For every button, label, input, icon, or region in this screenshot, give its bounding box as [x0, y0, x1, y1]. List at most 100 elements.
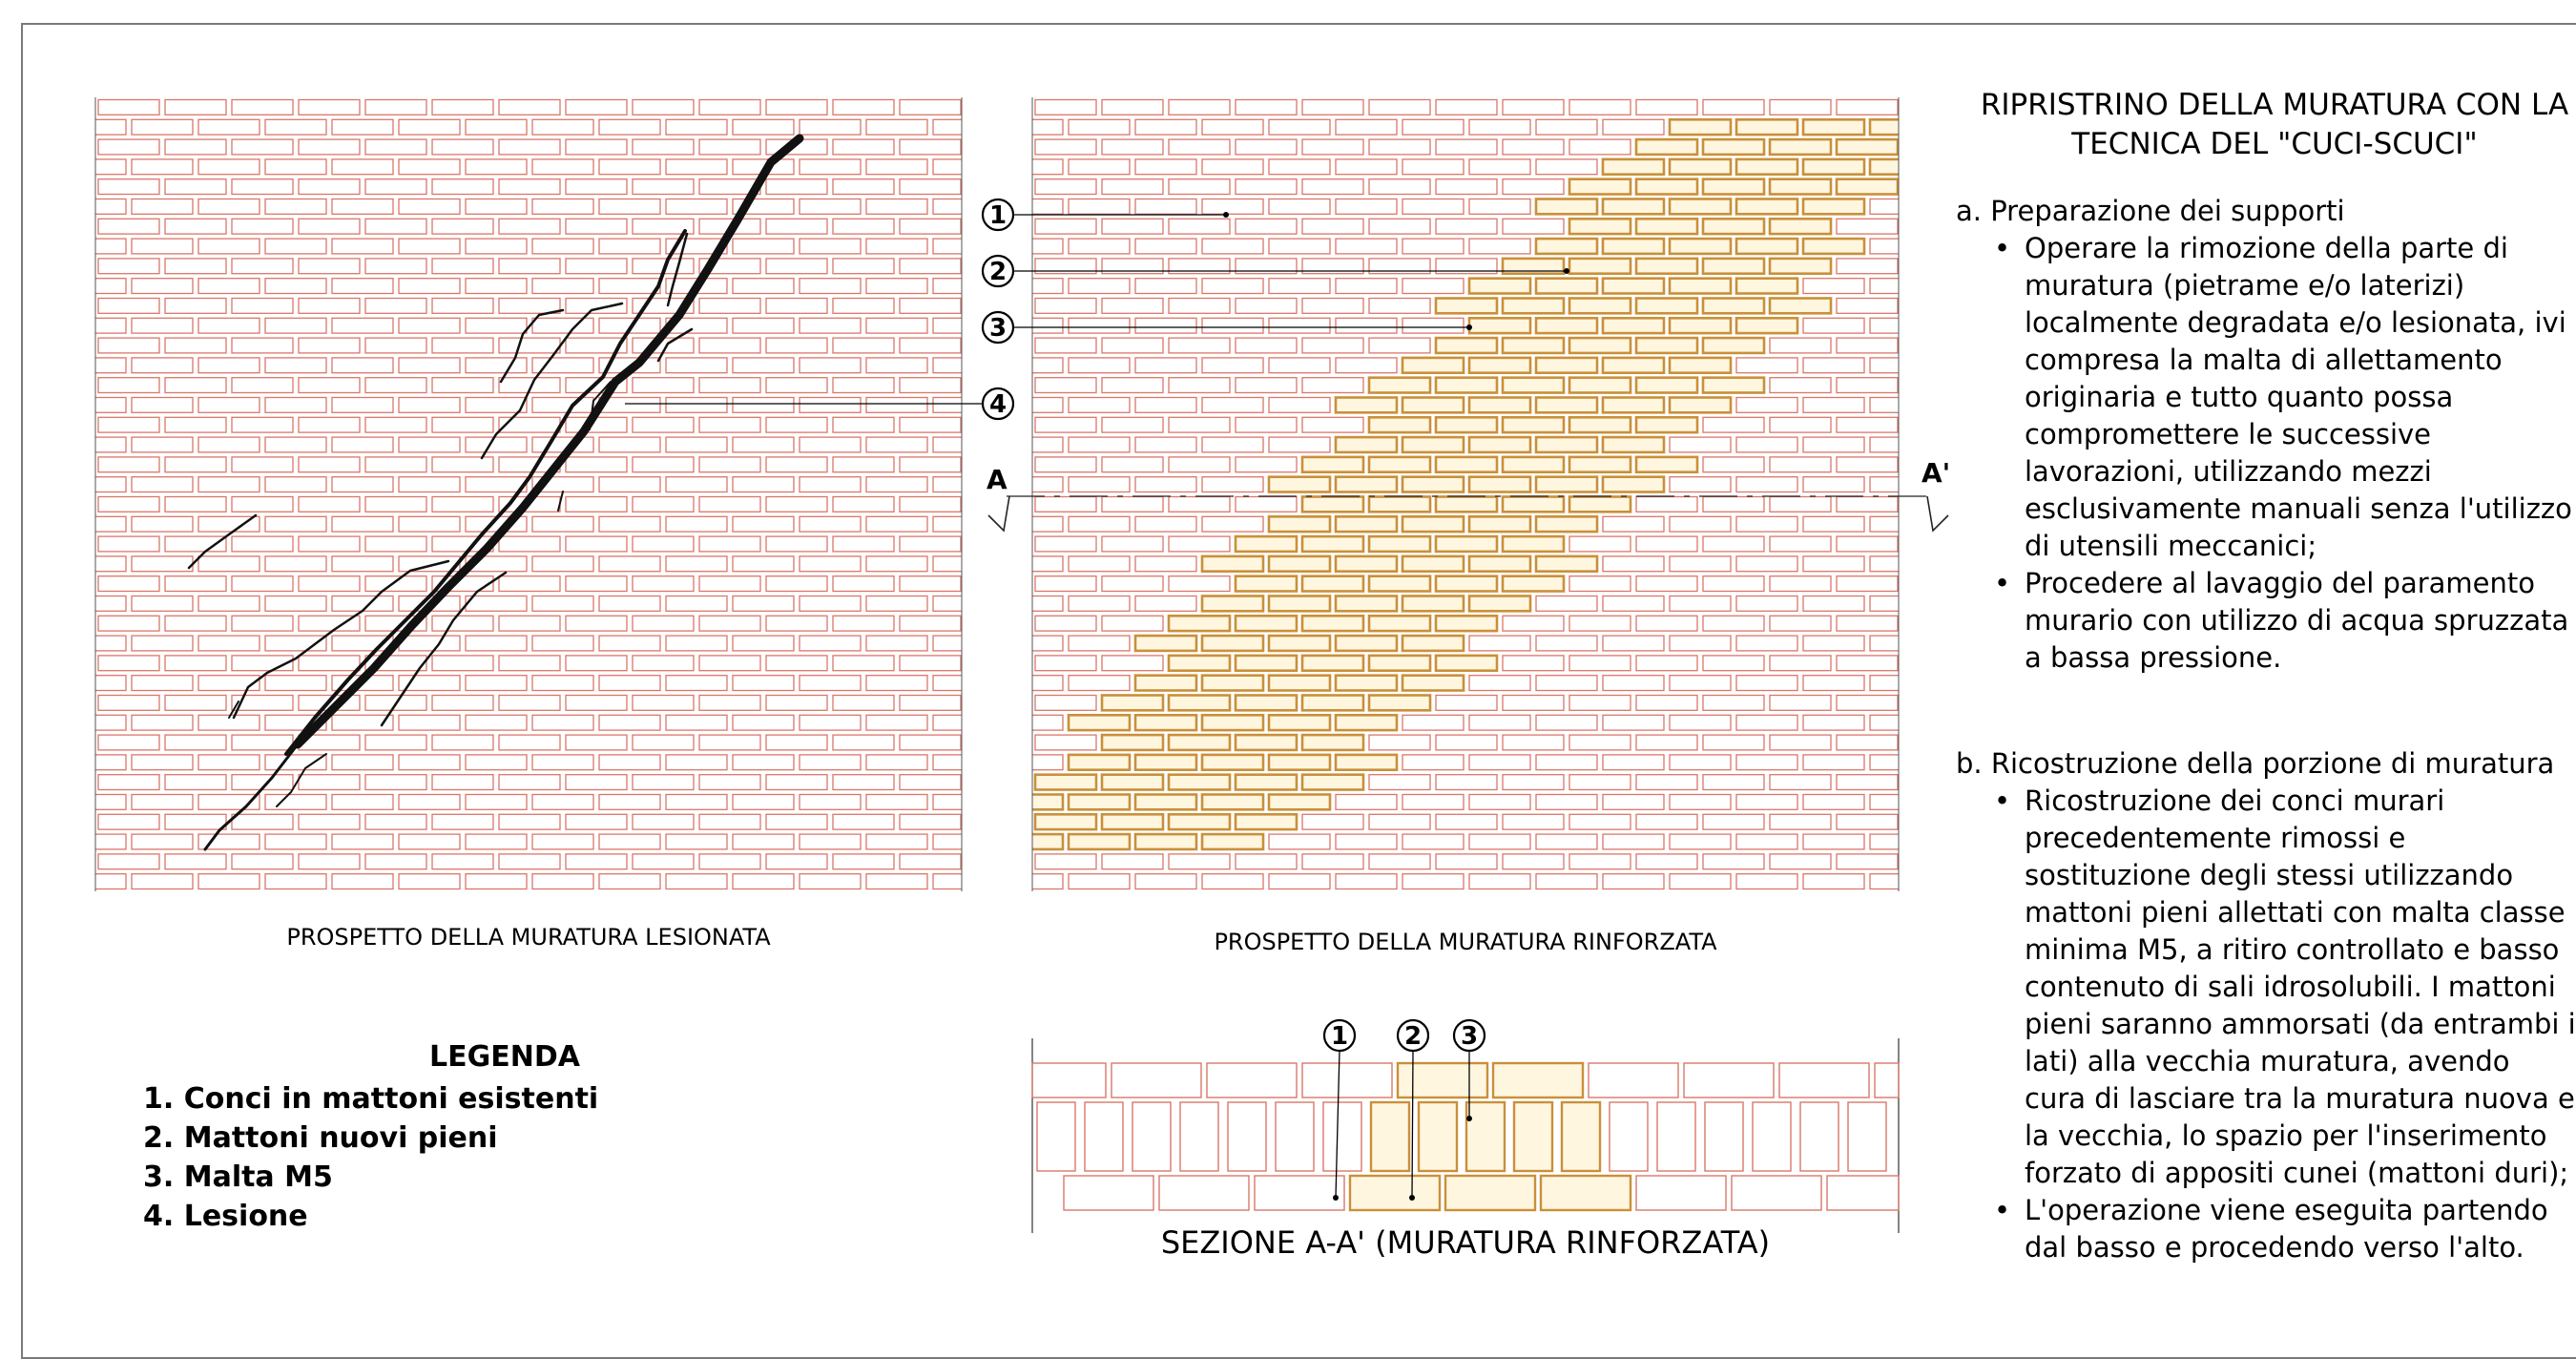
new-brick: [1167, 694, 1232, 712]
brick: [331, 278, 394, 295]
brick: [1435, 774, 1498, 791]
brick: [95, 555, 127, 573]
brick: [1032, 635, 1064, 652]
brick: [1235, 98, 1298, 115]
brick: [1134, 238, 1197, 255]
section-brick: [1227, 1101, 1267, 1172]
brick: [799, 873, 862, 890]
brick: [1034, 377, 1097, 394]
brick: [95, 396, 127, 413]
brick: [799, 635, 862, 652]
brick: [1702, 615, 1765, 632]
brick: [1101, 258, 1164, 275]
brick: [1034, 98, 1097, 115]
brick: [1068, 555, 1131, 573]
brick: [932, 278, 962, 295]
brick: [832, 615, 895, 632]
brick: [732, 118, 795, 136]
brick: [1101, 615, 1164, 632]
new-brick: [1401, 595, 1465, 613]
brick: [1568, 774, 1631, 791]
marker-1-circle: [981, 198, 1015, 232]
brick: [1301, 258, 1364, 275]
brick: [1168, 218, 1231, 235]
new-brick: [1768, 297, 1833, 315]
new-brick: [1033, 773, 1098, 791]
brick: [1502, 178, 1565, 196]
brick: [665, 595, 728, 612]
brick: [1702, 535, 1765, 553]
brick: [231, 138, 294, 156]
brick: [264, 278, 327, 295]
new-brick: [1668, 118, 1733, 136]
new-brick: [1434, 575, 1499, 593]
brick: [1735, 515, 1798, 533]
brick: [1034, 615, 1097, 632]
new-brick: [1668, 277, 1733, 295]
brick: [565, 377, 628, 394]
brick: [1168, 575, 1231, 593]
brick: [1168, 377, 1231, 394]
brick: [1201, 436, 1264, 453]
brick: [598, 238, 661, 255]
brick: [164, 575, 227, 593]
brick: [1568, 575, 1631, 593]
brick: [865, 278, 928, 295]
new-brick: [1267, 554, 1332, 574]
brick: [197, 833, 260, 850]
brick: [1769, 337, 1832, 354]
brick: [197, 278, 260, 295]
brick: [398, 515, 461, 533]
brick: [131, 238, 194, 255]
brick: [431, 337, 494, 354]
brick: [665, 833, 728, 850]
brick: [1335, 793, 1398, 810]
brick: [799, 436, 862, 453]
brick: [1402, 317, 1465, 334]
brick: [531, 158, 594, 176]
brick: [498, 734, 561, 751]
brick: [1702, 774, 1765, 791]
brick: [698, 495, 761, 512]
new-brick: [1367, 694, 1432, 712]
new-brick: [1334, 595, 1399, 613]
brick: [231, 178, 294, 196]
new-brick: [1735, 316, 1799, 335]
brick: [899, 218, 962, 235]
new-brick: [1601, 475, 1666, 493]
brick: [865, 793, 928, 810]
brick: [932, 635, 962, 652]
brick: [1034, 853, 1097, 870]
brick: [865, 238, 928, 255]
brick: [765, 456, 828, 473]
brick: [431, 694, 494, 711]
brick: [1034, 456, 1097, 473]
marker-3-label: 3: [989, 314, 1007, 343]
brick: [1535, 158, 1598, 176]
brick: [498, 774, 561, 791]
new-brick: [1668, 316, 1733, 335]
brick: [1735, 595, 1798, 612]
brick: [1032, 158, 1064, 176]
brick: [1301, 377, 1364, 394]
brick: [1635, 615, 1698, 632]
brick: [632, 813, 695, 830]
new-brick: [1234, 575, 1298, 593]
brick: [1268, 278, 1331, 295]
brick: [331, 873, 394, 890]
brick: [531, 198, 594, 215]
brick: [131, 873, 194, 890]
section-mark-a-prime: A': [1922, 457, 1950, 489]
brick: [832, 535, 895, 553]
brick: [1032, 754, 1064, 771]
brick: [1836, 853, 1899, 870]
section-a-bullet-1: Operare la rimozione della parte di mura…: [1994, 230, 2576, 565]
brick: [398, 118, 461, 136]
brick: [1368, 297, 1431, 314]
new-brick: [1100, 733, 1165, 752]
brick: [1836, 694, 1899, 711]
brick: [531, 118, 594, 136]
wall-section-a-a: 1 2 3: [1031, 1018, 1900, 1233]
new-brick: [1534, 514, 1599, 533]
section-leader-dot-3: [1466, 1116, 1472, 1121]
